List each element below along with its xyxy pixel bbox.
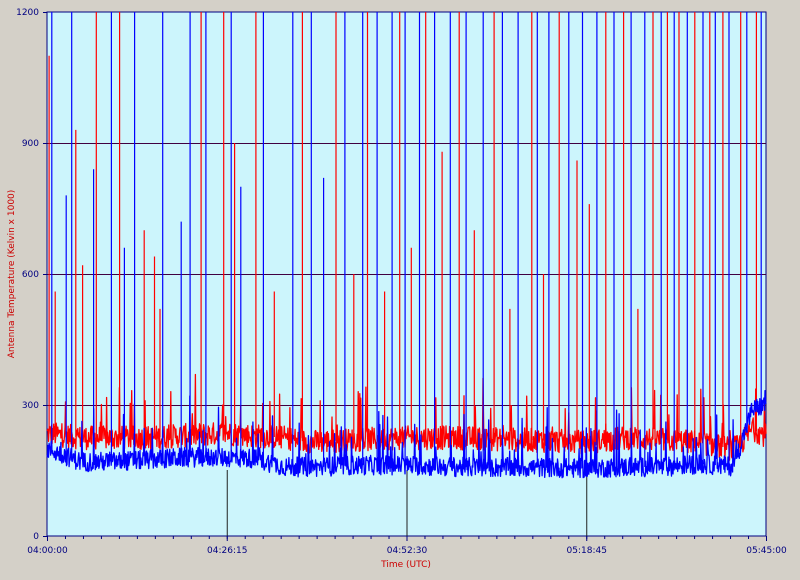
series-layer (46, 12, 767, 479)
grid-layer (47, 143, 766, 536)
series-line (46, 390, 767, 479)
x-tick-label: 05:18:45 (567, 546, 607, 556)
y-tick-label: 900 (22, 139, 39, 149)
x-tick-label: 05:45:00 (746, 546, 787, 556)
series-line (46, 373, 767, 461)
y-tick-label: 600 (22, 270, 39, 280)
x-tick-label: 04:52:30 (387, 546, 428, 556)
y-tick-label: 300 (22, 401, 39, 411)
axis-layer: 0 300 600 900 1200 04:00:00 04:26:15 04:52:30 05… (16, 8, 787, 556)
y-tick-label: 1200 (16, 8, 39, 18)
x-tick-label: 04:26:15 (207, 546, 247, 556)
x-axis-label: Time (UTC) (380, 560, 431, 570)
y-tick-label: 0 (33, 532, 39, 542)
x-tick-label: 04:00:00 (27, 546, 68, 556)
y-axis-label: Antenna Temperature (Kelvin x 1000) (7, 190, 17, 359)
